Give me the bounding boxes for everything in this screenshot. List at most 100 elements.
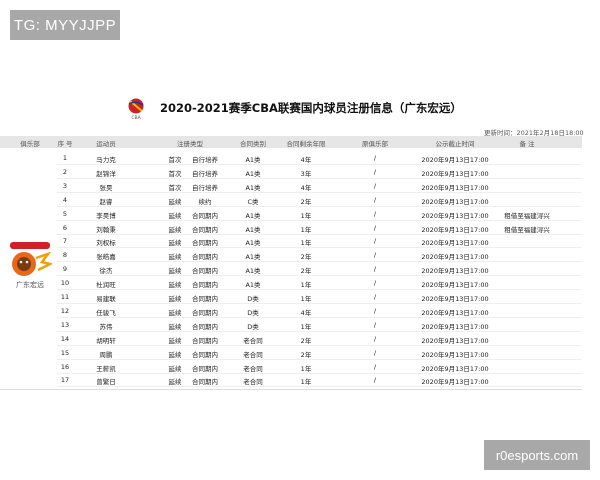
cell-player: 赵锦洋: [96, 169, 116, 178]
cell-contract-type: D类: [247, 322, 259, 331]
cell-player: 苏伟: [99, 322, 113, 331]
cell-contract-type: A1类: [245, 225, 261, 234]
cell-contract-type: A1类: [245, 156, 261, 164]
cell-index: 5: [62, 209, 68, 218]
table-header: 俱乐部 序 号 运动员 注册类型 合同类别 合同剩余年限 原俱乐部 公示截止时间 备 注: [0, 136, 582, 148]
cell-registration-type: 延续: [168, 364, 182, 373]
page-title: 2020-2021赛季CBA联赛国内球员注册信息（广东宏远）: [160, 101, 462, 115]
cell-registration-type: 延续: [168, 322, 182, 331]
cell-contract-years-left: 4年: [300, 183, 312, 192]
cell-contract-type: A1类: [245, 281, 261, 290]
table-row: 13 苏伟 延续 合同期内 D类 1年 / 2020年9月13日17:00: [57, 318, 582, 332]
cell-former-club: /: [373, 154, 377, 162]
table-row: 3 张昊 首次 自行培养 A1类 4年 / 2020年9月13日17:00: [57, 179, 582, 193]
cell-former-club: /: [373, 265, 377, 274]
cell-publicity-deadline: 2020年9月13日17:00: [421, 197, 489, 206]
cell-player: 张昊: [99, 183, 113, 192]
cell-publicity-deadline: 2020年9月13日17:00: [421, 336, 489, 345]
header-former-club: 原俱乐部: [362, 140, 388, 148]
cell-publicity-deadline: 2020年9月13日17:00: [421, 281, 489, 290]
cell-registration-type: 延续: [168, 281, 182, 290]
club-name: 广东宏远: [16, 281, 44, 289]
cell-former-club: /: [373, 209, 377, 218]
cell-contract-type: A1类: [245, 267, 261, 276]
header-club: 俱乐部: [20, 140, 40, 148]
cell-player: 任骏飞: [96, 308, 116, 317]
cell-contract-years-left: 1年: [300, 239, 312, 248]
cell-contract-years-left: 1年: [300, 211, 312, 220]
table-row: 17 曾繁日 延续 合同期内 老合同 1年 / 2020年9月13日17:00: [57, 373, 582, 388]
header-player: 运动员: [96, 140, 116, 148]
cell-contract-years-left: 1年: [300, 281, 312, 290]
cell-former-club: /: [373, 348, 377, 357]
cell-registration-subtype: 合同期内: [192, 350, 218, 359]
cell-index: 15: [60, 348, 70, 357]
cell-registration-subtype: 合同期内: [192, 211, 218, 220]
cell-contract-type: C类: [247, 197, 259, 206]
cell-registration-subtype: 合同期内: [192, 364, 218, 373]
cell-registration-type: 延续: [168, 308, 182, 317]
header-index: 序 号: [57, 140, 73, 148]
cell-publicity-deadline: 2020年9月13日17:00: [421, 350, 489, 359]
cell-registration-type: 首次: [168, 169, 182, 178]
table-row: 4 赵睿 延续 续约 C类 2年 / 2020年9月13日17:00: [57, 193, 582, 207]
cell-registration-subtype: 自行培养: [192, 156, 218, 164]
cell-contract-years-left: 1年: [300, 322, 312, 331]
cell-remarks: 租借至福建浔兴: [504, 225, 550, 234]
cell-player: 赵睿: [99, 197, 113, 206]
cell-index: 9: [62, 265, 68, 274]
cell-registration-subtype: 续约: [198, 197, 212, 206]
cell-registration-subtype: 合同期内: [192, 267, 218, 276]
header-contract-years-left: 合同剩余年限: [286, 140, 326, 148]
cell-contract-years-left: 2年: [300, 336, 312, 345]
cell-publicity-deadline: 2020年9月13日17:00: [421, 156, 489, 164]
cell-contract-type: A1类: [245, 239, 261, 248]
cell-publicity-deadline: 2020年9月13日17:00: [421, 211, 489, 220]
cell-index: 14: [60, 334, 70, 343]
cell-registration-type: 首次: [168, 183, 182, 192]
cell-player: 王薪凯: [96, 364, 116, 373]
cell-contract-years-left: 2年: [300, 350, 312, 359]
cell-index: 16: [60, 362, 70, 371]
cell-player: 杜润旺: [96, 281, 116, 290]
cell-index: 6: [62, 223, 68, 232]
cell-contract-years-left: 4年: [300, 156, 312, 164]
cell-registration-subtype: 自行培养: [192, 169, 218, 178]
update-time: 更新时间：2021年2月18日18:00: [484, 129, 584, 137]
header-remarks: 备 注: [519, 140, 535, 148]
table-row: 1 马力克 首次 自行培养 A1类 4年 / 2020年9月13日17:00: [57, 151, 582, 165]
club-cell: 广东宏远: [6, 240, 54, 290]
cell-contract-years-left: 3年: [300, 169, 312, 178]
cba-logo: CBA: [128, 98, 144, 120]
cell-former-club: /: [373, 320, 377, 329]
cell-contract-years-left: 1年: [300, 364, 312, 373]
cell-index: 2: [62, 167, 68, 176]
header-contract-type: 合同类别: [240, 140, 266, 148]
cell-contract-type: D类: [247, 295, 259, 303]
cell-publicity-deadline: 2020年9月13日17:00: [421, 295, 489, 303]
watermark-top: TG: MYYJJPP: [10, 10, 120, 40]
cell-registration-subtype: 合同期内: [192, 225, 218, 234]
svg-text:CBA: CBA: [131, 115, 141, 120]
cell-registration-type: 延续: [168, 211, 182, 220]
table-row: 9 徐杰 延续 合同期内 A1类 2年 / 2020年9月13日17:00: [57, 262, 582, 277]
cell-contract-type: A1类: [245, 183, 261, 192]
cell-contract-type: A1类: [245, 253, 261, 262]
cell-registration-subtype: 合同期内: [192, 281, 218, 290]
cell-registration-type: 延续: [168, 378, 182, 387]
table-row: 11 易建联 延续 合同期内 D类 1年 / 2020年9月13日17:00: [57, 290, 582, 304]
cell-registration-type: 延续: [168, 267, 182, 276]
cell-contract-type: 老合同: [243, 364, 263, 373]
cell-registration-subtype: 合同期内: [192, 295, 218, 303]
cell-publicity-deadline: 2020年9月13日17:00: [421, 322, 489, 331]
cell-remarks: 租借至福建浔兴: [504, 211, 550, 220]
cell-publicity-deadline: 2020年9月13日17:00: [421, 378, 489, 387]
cell-registration-type: 延续: [168, 239, 182, 248]
cell-publicity-deadline: 2020年9月13日17:00: [421, 225, 489, 234]
cell-registration-type: 延续: [168, 350, 182, 359]
table-row: 7 刘权标 延续 合同期内 A1类 1年 / 2020年9月13日17:00: [57, 234, 582, 249]
cell-registration-subtype: 合同期内: [192, 308, 218, 317]
table-row: 14 胡明轩 延续 合同期内 老合同 2年 / 2020年9月13日17:00: [57, 332, 582, 346]
cell-publicity-deadline: 2020年9月13日17:00: [421, 253, 489, 262]
cell-player: 徐杰: [99, 267, 113, 276]
